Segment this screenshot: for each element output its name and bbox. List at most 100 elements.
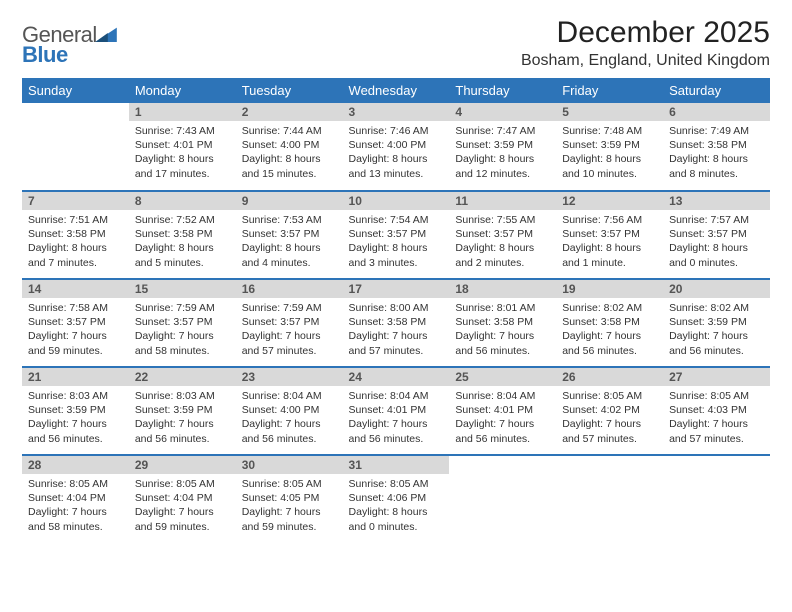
daylight-text-1: Daylight: 8 hours [135,241,230,255]
sunset-text: Sunset: 3:57 PM [242,227,337,241]
daylight-text-1: Daylight: 8 hours [242,241,337,255]
sunrise-text: Sunrise: 8:00 AM [349,301,444,315]
logo: General Blue [22,16,117,68]
calendar-cell: 21 Sunrise: 8:03 AMSunset: 3:59 PMDayligh… [22,367,129,455]
daylight-text-2: and 1 minute. [562,256,657,270]
daylight-text-1: Daylight: 7 hours [349,329,444,343]
sunrise-text: Sunrise: 8:05 AM [562,389,657,403]
daylight-text-1: Daylight: 8 hours [669,241,764,255]
calendar-week-row: 21 Sunrise: 8:03 AMSunset: 3:59 PMDayligh… [22,367,770,455]
sunset-text: Sunset: 4:04 PM [28,491,123,505]
sunrise-text: Sunrise: 8:05 AM [135,477,230,491]
daylight-text-2: and 5 minutes. [135,256,230,270]
day-details: Sunrise: 8:01 AMSunset: 3:58 PMDaylight:… [455,301,550,358]
day-details: Sunrise: 7:44 AMSunset: 4:00 PMDaylight:… [242,124,337,181]
daylight-text-2: and 57 minutes. [242,344,337,358]
daylight-text-1: Daylight: 8 hours [669,152,764,166]
sunrise-text: Sunrise: 7:55 AM [455,213,550,227]
sunrise-text: Sunrise: 7:59 AM [242,301,337,315]
calendar-cell: 5Sunrise: 7:48 AMSunset: 3:59 PMDaylight… [556,103,663,191]
sunrise-text: Sunrise: 8:05 AM [242,477,337,491]
day-details: Sunrise: 7:55 AMSunset: 3:57 PMDaylight:… [455,213,550,270]
calendar-cell: 9Sunrise: 7:53 AMSunset: 3:57 PMDaylight… [236,191,343,279]
day-header: Tuesday [236,78,343,103]
daylight-text-1: Daylight: 7 hours [135,505,230,519]
day-number: 16 [236,280,343,298]
calendar-week-row: 14Sunrise: 7:58 AMSunset: 3:57 PMDayligh… [22,279,770,367]
day-details: Sunrise: 8:05 AMSunset: 4:06 PMDaylight:… [349,477,444,534]
day-number: 23 [236,368,343,386]
daylight-text-2: and 58 minutes. [135,344,230,358]
sunrise-text: Sunrise: 8:03 AM [135,389,230,403]
sunrise-text: Sunrise: 7:44 AM [242,124,337,138]
calendar-cell: 8Sunrise: 7:52 AMSunset: 3:58 PMDaylight… [129,191,236,279]
calendar-cell: 29Sunrise: 8:05 AMSunset: 4:04 PMDayligh… [129,455,236,543]
day-number: 2 [236,103,343,121]
daylight-text-2: and 56 minutes. [349,432,444,446]
daylight-text-2: and 8 minutes. [669,167,764,181]
sunset-text: Sunset: 3:59 PM [562,138,657,152]
daylight-text-2: and 56 minutes. [455,432,550,446]
sunset-text: Sunset: 4:01 PM [135,138,230,152]
daylight-text-1: Daylight: 8 hours [349,505,444,519]
calendar-cell: 24Sunrise: 8:04 AMSunset: 4:01 PMDayligh… [343,367,450,455]
sunset-text: Sunset: 4:02 PM [562,403,657,417]
daylight-text-2: and 57 minutes. [349,344,444,358]
daylight-text-1: Daylight: 8 hours [28,241,123,255]
daylight-text-2: and 56 minutes. [455,344,550,358]
calendar-page: General Blue December 2025 Bosham, Engla… [0,0,792,612]
calendar-cell: 19Sunrise: 8:02 AMSunset: 3:58 PMDayligh… [556,279,663,367]
calendar-cell: 11Sunrise: 7:55 AMSunset: 3:57 PMDayligh… [449,191,556,279]
sunset-text: Sunset: 3:58 PM [455,315,550,329]
daylight-text-1: Daylight: 7 hours [562,417,657,431]
day-number: 14 [22,280,129,298]
day-details: Sunrise: 7:53 AMSunset: 3:57 PMDaylight:… [242,213,337,270]
sunrise-text: Sunrise: 7:51 AM [28,213,123,227]
daylight-text-1: Daylight: 7 hours [455,329,550,343]
day-details: Sunrise: 7:46 AMSunset: 4:00 PMDaylight:… [349,124,444,181]
sunrise-text: Sunrise: 7:58 AM [28,301,123,315]
day-details: Sunrise: 8:05 AMSunset: 4:04 PMDaylight:… [135,477,230,534]
daylight-text-2: and 57 minutes. [669,432,764,446]
sunset-text: Sunset: 4:00 PM [242,138,337,152]
daylight-text-1: Daylight: 8 hours [349,241,444,255]
calendar-week-row: 7Sunrise: 7:51 AMSunset: 3:58 PMDaylight… [22,191,770,279]
calendar-week-row: 28Sunrise: 8:05 AMSunset: 4:04 PMDayligh… [22,455,770,543]
daylight-text-2: and 56 minutes. [135,432,230,446]
calendar-cell: 10Sunrise: 7:54 AMSunset: 3:57 PMDayligh… [343,191,450,279]
daylight-text-1: Daylight: 7 hours [562,329,657,343]
location: Bosham, England, United Kingdom [521,52,770,70]
daylight-text-1: Daylight: 8 hours [135,152,230,166]
sunrise-text: Sunrise: 7:52 AM [135,213,230,227]
logo-word2: Blue [22,42,68,67]
calendar-cell [449,455,556,543]
day-number: 31 [343,456,450,474]
sunset-text: Sunset: 3:59 PM [669,315,764,329]
day-number: 21 [22,368,129,386]
daylight-text-2: and 15 minutes. [242,167,337,181]
calendar-cell: 3Sunrise: 7:46 AMSunset: 4:00 PMDaylight… [343,103,450,191]
calendar-cell: 16Sunrise: 7:59 AMSunset: 3:57 PMDayligh… [236,279,343,367]
calendar-cell: 30Sunrise: 8:05 AMSunset: 4:05 PMDayligh… [236,455,343,543]
daylight-text-2: and 56 minutes. [28,432,123,446]
day-details: Sunrise: 8:00 AMSunset: 3:58 PMDaylight:… [349,301,444,358]
day-details: Sunrise: 7:48 AMSunset: 3:59 PMDaylight:… [562,124,657,181]
daylight-text-1: Daylight: 7 hours [669,417,764,431]
day-details: Sunrise: 7:43 AMSunset: 4:01 PMDaylight:… [135,124,230,181]
sunset-text: Sunset: 3:57 PM [242,315,337,329]
sunset-text: Sunset: 4:06 PM [349,491,444,505]
calendar-cell: 31 Sunrise: 8:05 AMSunset: 4:06 PMDayligh… [343,455,450,543]
day-details: Sunrise: 8:03 AMSunset: 3:59 PMDaylight:… [28,389,123,446]
day-number: 25 [449,368,556,386]
day-header: Monday [129,78,236,103]
daylight-text-1: Daylight: 8 hours [562,152,657,166]
daylight-text-2: and 7 minutes. [28,256,123,270]
daylight-text-2: and 56 minutes. [669,344,764,358]
daylight-text-2: and 12 minutes. [455,167,550,181]
calendar-cell: 26Sunrise: 8:05 AMSunset: 4:02 PMDayligh… [556,367,663,455]
sunrise-text: Sunrise: 8:05 AM [28,477,123,491]
daylight-text-1: Daylight: 8 hours [242,152,337,166]
sunrise-text: Sunrise: 8:04 AM [349,389,444,403]
sunset-text: Sunset: 3:57 PM [28,315,123,329]
day-number: 4 [449,103,556,121]
